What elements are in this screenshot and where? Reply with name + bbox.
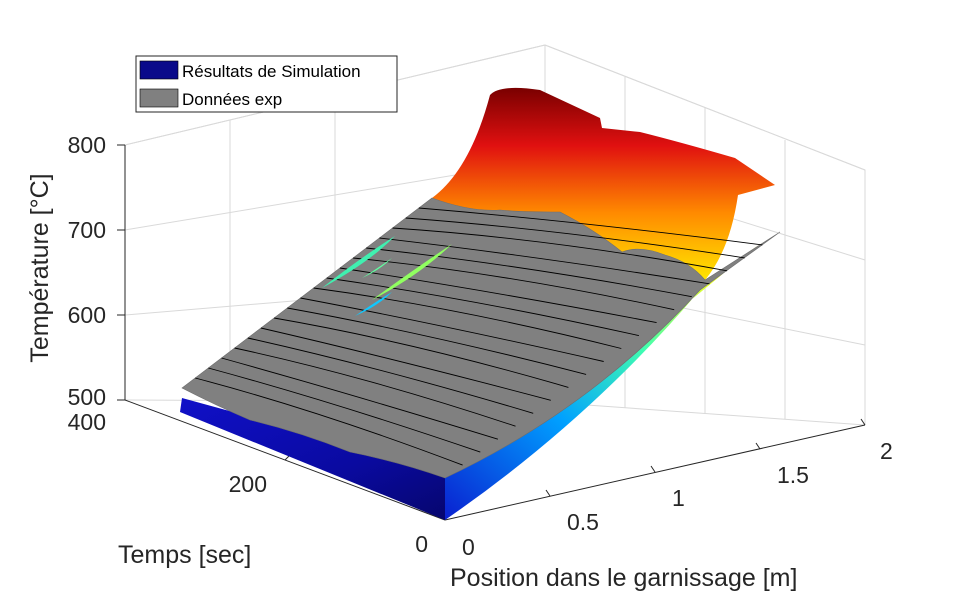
exp-contour-line [392,227,728,272]
y-tick-label-0: 0 [415,531,428,557]
sim-surface-edge [445,232,775,520]
z-axis-label: Température [°C] [26,173,54,362]
exp-contour-line [234,347,516,427]
x-tick-1 [650,465,656,473]
exp-contour-line [274,317,569,388]
legend-swatch-exp [139,88,179,108]
exp-contour-line [313,287,622,349]
x-axis [444,424,866,521]
exp-contour-line [366,247,692,298]
exp-contour-line [247,337,534,414]
x-tick-label-2: 2 [880,438,893,464]
x-tick-label-15: 1.5 [777,462,809,488]
x-tick-label-1: 1 [672,485,685,511]
exp-surface [181,197,781,479]
x-tick-05 [545,489,551,497]
exp-contour-line [300,297,604,362]
exp-contour-line [221,357,499,440]
z-tick-label-600: 600 [68,302,106,328]
z-tick-label-500: 500 [68,384,106,410]
sim-patch-3 [372,244,452,300]
exp-contour-line [326,277,639,337]
sim-surface-hot [432,87,775,280]
legend-label-exp: Données exp [182,90,282,109]
exp-contour-lines [195,207,763,466]
x-tick-labels: 0 0.5 1 1.5 2 [462,438,893,560]
legend-swatch-sim [139,60,179,80]
legend-box [135,55,398,113]
sim-surface-patches [322,236,452,316]
y-tick-labels: 400 200 0 [68,409,428,557]
exp-contour-line [287,307,587,375]
exp-contour-line [353,257,675,311]
z-tick-labels: 800 700 600 500 [68,132,106,410]
x-axis-label: Position dans le garnissage [m] [450,564,797,592]
exp-contour-line [379,237,710,285]
x-tick-label-0: 0 [462,534,475,560]
sim-patch-4 [355,292,392,316]
x-tick-15 [755,442,761,450]
exp-contour-line [418,207,763,246]
exp-contour-line [195,377,463,466]
z-tick-label-700: 700 [68,217,106,243]
z-tick-label-800: 800 [68,132,106,158]
exp-contour-line [208,367,481,453]
legend-label-sim: Résultats de Simulation [182,62,361,81]
exp-contour-line [339,267,657,324]
y-tick-label-200: 200 [229,471,267,497]
grid-z-800-right [544,44,866,171]
sim-surface-front [180,398,445,520]
x-tick-2 [860,418,866,426]
sim-patch-1 [322,236,395,288]
y-axis-label: Temps [sec] [118,541,251,569]
y-tick-label-400: 400 [68,409,106,435]
exp-contour-line [405,217,745,259]
x-tick-label-05: 0.5 [567,509,599,535]
legend: Résultats de Simulation Données exp [135,55,398,113]
exp-contour-line [260,327,551,401]
